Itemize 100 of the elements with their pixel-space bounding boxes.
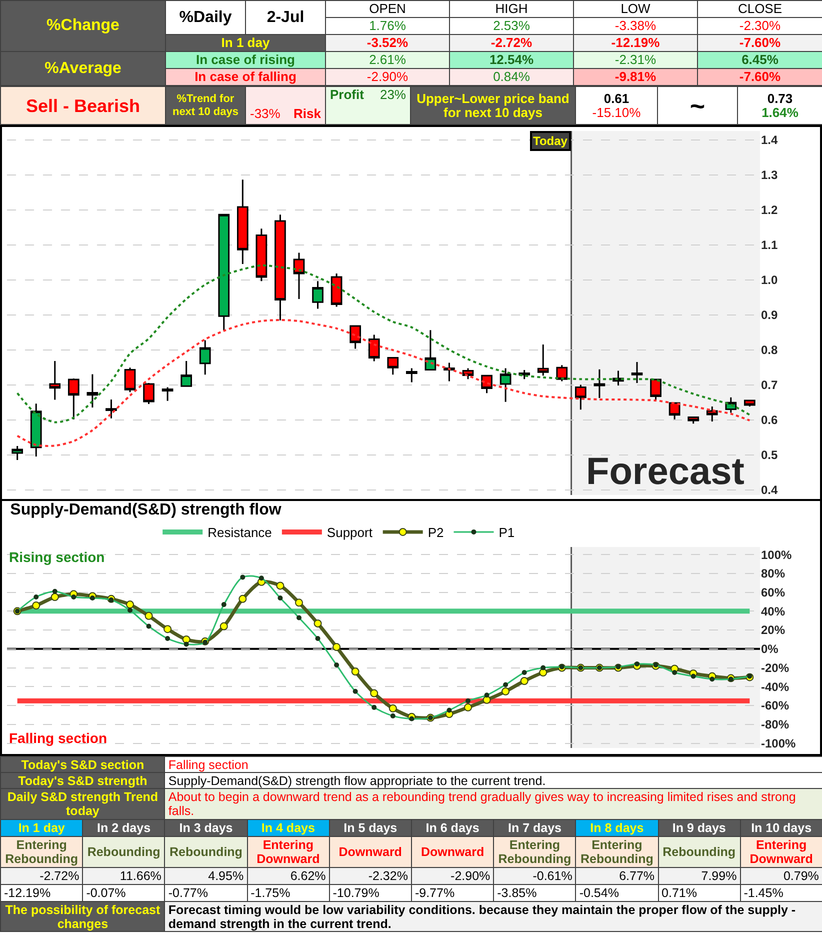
legend-label: P1 <box>498 525 515 540</box>
text: -2.31% <box>574 52 698 68</box>
text: LOW <box>574 0 698 18</box>
text: %Average <box>0 52 166 86</box>
y-tick-label: -100% <box>761 736 796 750</box>
text: 6.77% <box>576 868 658 884</box>
text: In case of rising <box>166 52 326 68</box>
text: -3.52% <box>326 34 450 52</box>
text: 0.61 <box>602 90 630 106</box>
text: -2.90% <box>326 68 450 86</box>
text: -2.32% <box>329 868 412 884</box>
text: -9.77% <box>411 884 494 902</box>
text: 2.61% <box>326 52 450 68</box>
text: Rebounding <box>658 836 740 868</box>
text: In 3 days <box>164 820 248 836</box>
y-tick-label: 0.6 <box>761 412 778 427</box>
y-tick-label: 20% <box>761 623 786 638</box>
text: In 1 day <box>166 34 326 52</box>
annotation: Forecast <box>586 451 745 493</box>
text: Upper~Lower price band for next 10 days <box>410 86 576 124</box>
y-tick-label: 0.5 <box>761 448 778 462</box>
text: In 10 days <box>740 820 822 836</box>
text: -7.60% <box>698 34 822 52</box>
text: Risk <box>294 106 321 121</box>
text: -2.72% <box>450 34 574 52</box>
text: Downward <box>411 836 494 868</box>
text: In case of falling <box>166 68 326 86</box>
y-tick-label: 0% <box>761 642 779 656</box>
text: OPEN <box>326 0 450 18</box>
text: 1.64% <box>760 104 800 120</box>
y-tick-label: 1.4 <box>761 132 778 147</box>
text: In 7 days <box>494 820 576 836</box>
text: -1.75% <box>247 884 330 902</box>
text: 7.99% <box>658 868 740 884</box>
y-tick-label: 60% <box>761 586 786 600</box>
text: In 4 days <box>247 820 330 836</box>
text: Forecast timing would be low variability conditions. because they maintain the proper flow of the supply - demand strength in the current trend. <box>164 902 822 932</box>
y-tick-label: 0.7 <box>761 378 778 392</box>
text: -3.38% <box>574 18 698 34</box>
text: Supply-Demand(S&D) strength flow appropriate to the current trend. <box>164 772 822 788</box>
text: CLOSE <box>698 0 822 18</box>
text: Entering Downward <box>740 836 822 868</box>
text: Profit <box>330 87 364 102</box>
text: Entering Rebounding <box>576 836 658 868</box>
text: -10.79% <box>329 884 412 902</box>
text: 12.54% <box>450 52 574 68</box>
text: -2.90% <box>411 868 494 884</box>
legend-label: Resistance <box>208 525 272 540</box>
text: 2-Jul <box>246 0 326 34</box>
text: In 8 days <box>576 820 658 836</box>
text: Downward <box>329 836 412 868</box>
text: HIGH <box>450 0 574 18</box>
text: 1.76% <box>326 18 450 34</box>
text: 6.62% <box>247 868 330 884</box>
y-tick-label: -40% <box>761 680 790 694</box>
text: -2.72% <box>0 868 83 884</box>
text: 0.84% <box>450 68 574 86</box>
y-tick-label: 0.8 <box>761 342 778 357</box>
text: Entering Rebounding <box>494 836 576 868</box>
text: %Daily <box>166 0 246 34</box>
text: ~ <box>658 86 738 124</box>
text: %Change <box>0 0 166 52</box>
text: Rebounding <box>82 836 165 868</box>
text: In 5 days <box>329 820 412 836</box>
text: Falling section <box>164 756 822 772</box>
y-tick-label: 100% <box>761 548 792 562</box>
text: -0.77% <box>164 884 248 902</box>
y-tick-label: 1.3 <box>761 168 778 182</box>
text: In 6 days <box>411 820 494 836</box>
text: -2.30% <box>698 18 822 34</box>
y-tick-label: 80% <box>761 566 786 581</box>
y-tick-label: -60% <box>761 698 790 713</box>
y-tick-label: -20% <box>761 660 790 675</box>
text: -0.61% <box>494 868 576 884</box>
text: Entering Downward <box>247 836 330 868</box>
text: -7.60% <box>698 68 822 86</box>
y-tick-label: 1.2 <box>761 202 778 217</box>
y-tick-label: 40% <box>761 604 786 618</box>
text: 11.66% <box>82 868 165 884</box>
text: Today's S&D strength <box>0 772 165 788</box>
text: 4.95% <box>164 868 248 884</box>
text: Sell - Bearish <box>0 86 166 124</box>
text: Daily S&D strength Trend today <box>0 788 165 820</box>
text: -1.45% <box>740 884 822 902</box>
text: 23% <box>380 87 406 102</box>
text: %Trend for next 10 days <box>166 86 246 124</box>
y-tick-label: 0.9 <box>761 308 778 322</box>
annotation: Rising section <box>9 549 105 565</box>
text: Entering Rebounding <box>0 836 83 868</box>
text: -15.10% <box>591 104 642 120</box>
text: 0.79% <box>740 868 822 884</box>
text: In 1 day <box>0 820 83 836</box>
text: -0.54% <box>576 884 658 902</box>
text: -12.19% <box>574 34 698 52</box>
text: -12.19% <box>0 884 83 902</box>
text: Today's S&D section <box>0 756 165 772</box>
y-tick-label: -80% <box>761 718 790 732</box>
text: About to begin a downward trend as a rebounding trend gradually gives way to increasing limited rises and strong falls. <box>164 788 822 820</box>
legend-label: P2 <box>428 525 444 540</box>
legend-label: Support <box>326 525 373 540</box>
